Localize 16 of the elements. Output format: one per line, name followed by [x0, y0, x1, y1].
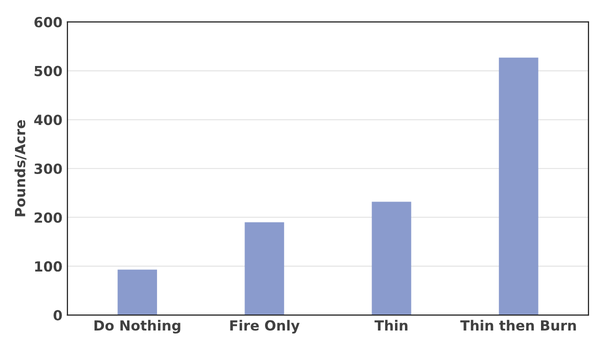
bar — [372, 202, 412, 316]
y-axis-title: Pounds/Acre — [14, 120, 26, 216]
y-tick-label: 300 — [34, 163, 62, 174]
bar — [118, 270, 158, 316]
x-tick-label: Do Nothing — [94, 320, 180, 334]
bar — [498, 58, 538, 316]
y-tick-label: 500 — [34, 66, 62, 76]
bar — [244, 222, 284, 316]
y-tick-label: 600 — [34, 16, 62, 28]
x-tick-label: Thin then Burn — [460, 320, 576, 331]
y-tick-label: 100 — [35, 261, 62, 272]
y-tick-label: 400 — [34, 114, 62, 126]
y-tick-label: 0 — [54, 310, 62, 321]
x-tick-label: Thin — [374, 320, 408, 330]
y-tick-label: 200 — [34, 212, 62, 223]
x-tick-label: Fire Only — [230, 320, 300, 334]
